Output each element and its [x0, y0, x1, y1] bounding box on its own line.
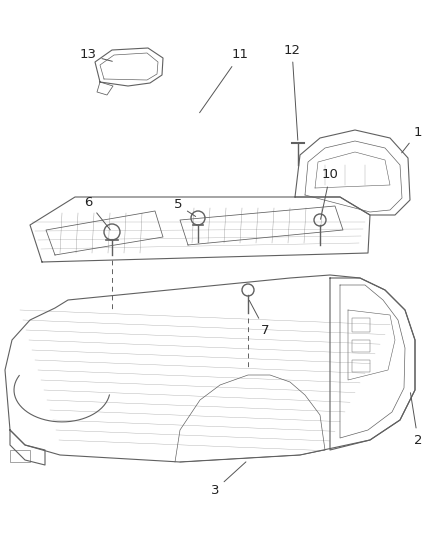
Text: 7: 7 [249, 301, 269, 336]
Text: 2: 2 [410, 393, 422, 447]
Bar [10, 450, 30, 462]
Text: 5: 5 [174, 198, 196, 216]
Text: 13: 13 [80, 49, 112, 61]
Text: 10: 10 [321, 168, 339, 219]
Bar [352, 318, 370, 332]
Text: 12: 12 [283, 44, 300, 140]
Text: 1: 1 [402, 125, 422, 153]
Bar [352, 360, 370, 372]
Text: 11: 11 [200, 49, 248, 112]
Text: 6: 6 [84, 196, 110, 230]
Text: 3: 3 [211, 462, 246, 497]
Bar [352, 340, 370, 352]
